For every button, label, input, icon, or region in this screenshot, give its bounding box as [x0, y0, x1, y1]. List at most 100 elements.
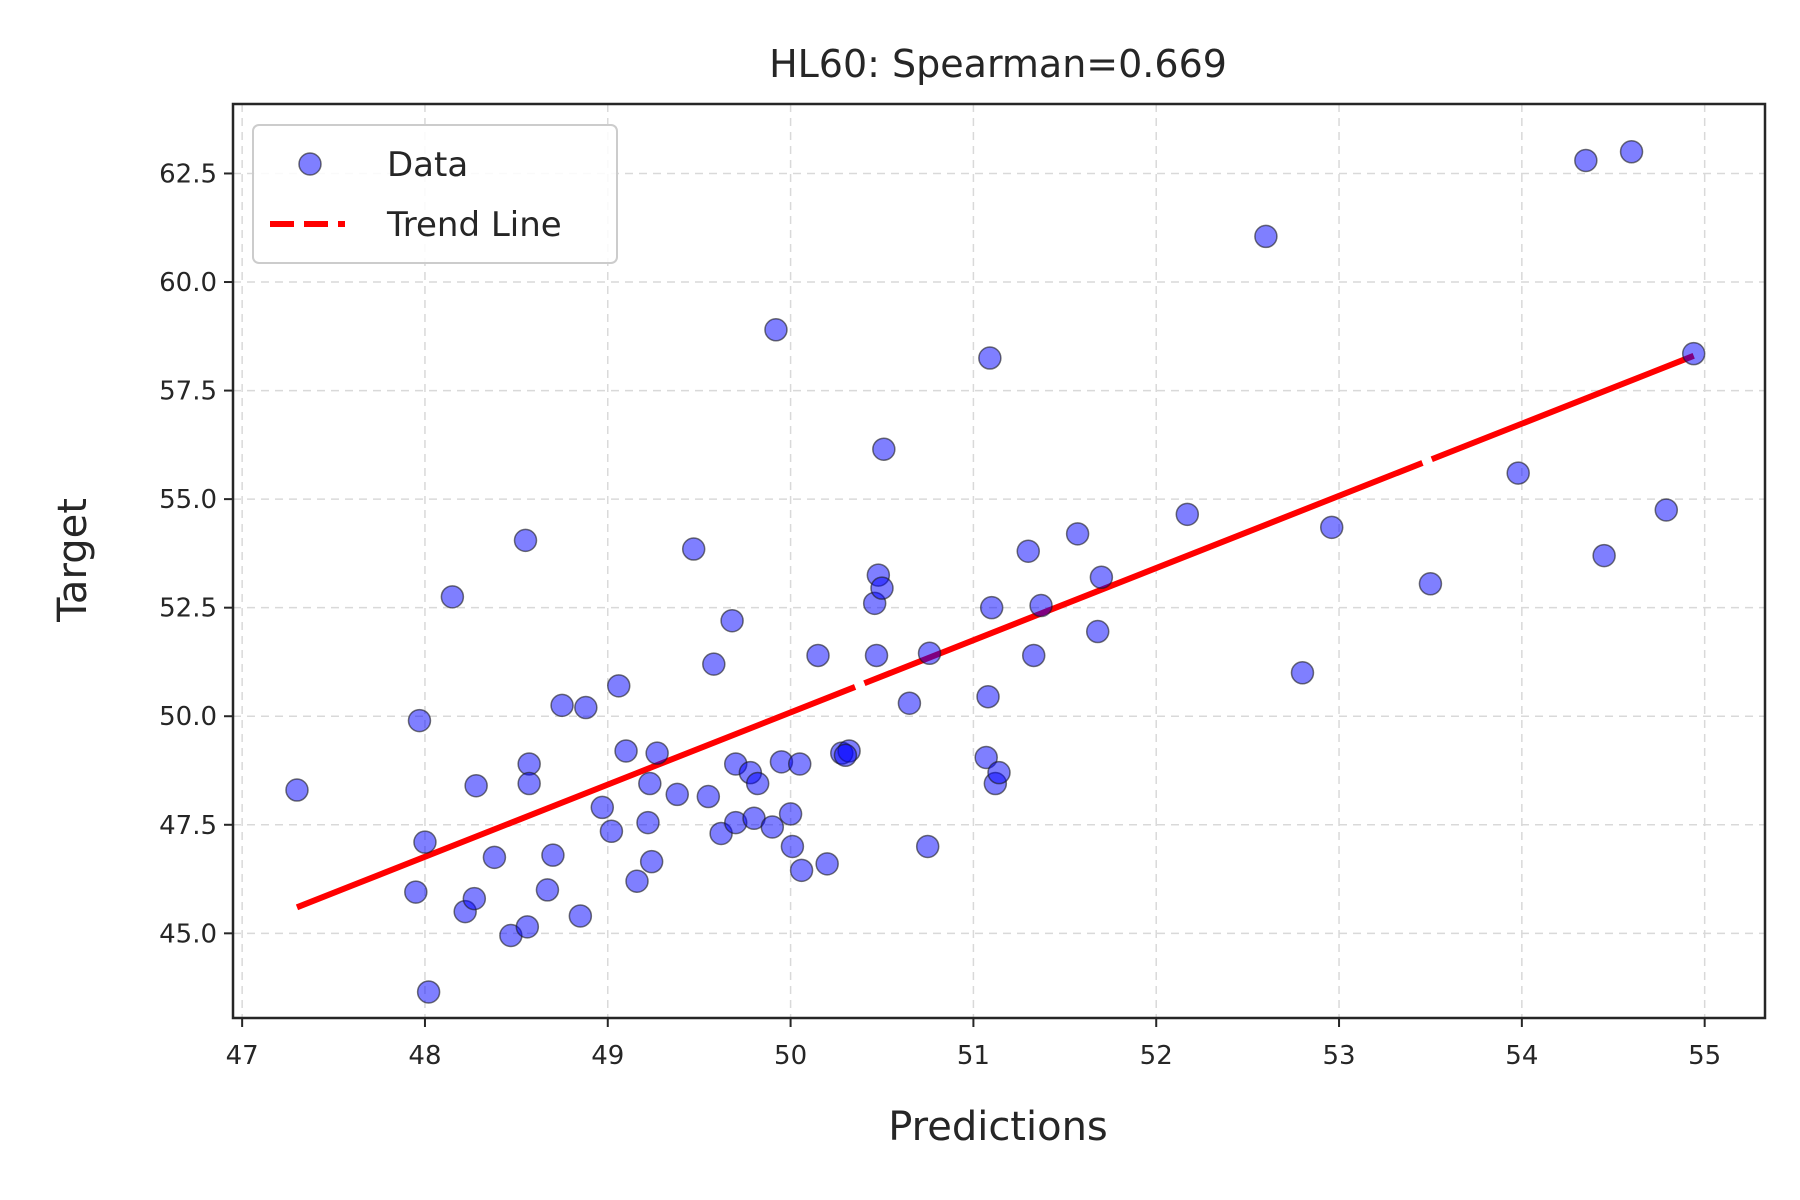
data-point	[590, 795, 615, 820]
grid-lines	[233, 104, 1765, 1018]
data-point	[1254, 224, 1278, 249]
chart-title: HL60: Spearman=0.669	[769, 42, 1227, 86]
data-point	[638, 771, 662, 796]
data-point	[864, 643, 889, 668]
data-point	[917, 641, 942, 666]
data-point	[1065, 522, 1090, 546]
data-point	[517, 771, 541, 796]
data-point	[1681, 341, 1706, 366]
data-point	[760, 815, 785, 839]
data-point	[515, 915, 540, 939]
data-point	[404, 880, 428, 904]
y-axis-ticks: 45.0 47.5 50.0 52.5 55.0 57.5 60.0 62.5	[159, 159, 233, 949]
data-point	[541, 843, 565, 867]
y-tick-label: 52.5	[159, 594, 217, 624]
data-points	[285, 140, 1706, 1004]
data-point	[517, 752, 541, 776]
x-tick-label: 47	[226, 1041, 259, 1071]
data-point	[482, 845, 507, 870]
data-point	[987, 760, 1011, 785]
y-tick-label: 50.0	[159, 702, 217, 732]
data-point	[787, 752, 812, 776]
x-tick-label: 51	[957, 1041, 990, 1071]
data-point	[978, 346, 1002, 370]
data-point	[1592, 543, 1616, 568]
data-point	[915, 834, 940, 859]
data-point	[639, 849, 664, 874]
data-point	[462, 886, 487, 911]
data-point	[976, 684, 1000, 709]
data-point	[599, 819, 624, 844]
data-point	[568, 904, 593, 928]
data-point	[1654, 498, 1679, 522]
y-tick-label: 62.5	[159, 159, 217, 189]
data-point	[535, 878, 560, 902]
x-tick-label: 55	[1688, 1041, 1721, 1071]
trend-line	[295, 353, 1695, 911]
data-point	[285, 778, 309, 802]
data-point	[979, 595, 1004, 620]
data-point	[550, 693, 574, 718]
data-point	[1506, 461, 1530, 485]
data-point	[702, 652, 726, 676]
data-point	[696, 784, 721, 809]
data-point	[413, 830, 437, 854]
data-point	[681, 537, 706, 561]
x-tick-label: 50	[774, 1041, 807, 1071]
data-point	[407, 708, 432, 733]
data-point	[636, 810, 660, 835]
data-point	[897, 691, 922, 715]
plot-frame	[231, 102, 1767, 1020]
y-axis-label: Target	[50, 498, 96, 623]
data-point	[974, 745, 998, 770]
data-point	[833, 743, 858, 768]
y-tick-label: 47.5	[159, 811, 217, 841]
y-tick-label: 55.0	[159, 485, 217, 515]
data-point	[1574, 148, 1598, 173]
trend-line-layer	[295, 353, 1695, 911]
data-point	[778, 802, 803, 826]
data-point	[1085, 619, 1110, 644]
legend-data-marker	[298, 152, 322, 176]
data-point	[1290, 661, 1315, 685]
data-point	[625, 869, 649, 893]
data-point	[416, 980, 441, 1004]
legend-box	[252, 124, 618, 264]
data-point	[440, 585, 465, 609]
data-point	[645, 741, 669, 765]
x-tick-label: 49	[591, 1041, 624, 1071]
data-point	[1175, 502, 1200, 527]
data-point	[614, 739, 638, 763]
data-point	[870, 576, 894, 600]
data-point	[806, 643, 830, 668]
data-point	[1029, 593, 1053, 618]
x-tick-label: 48	[408, 1041, 441, 1071]
data-point	[764, 318, 788, 342]
data-point	[513, 528, 538, 553]
data-point	[665, 782, 689, 807]
x-tick-label: 52	[1140, 1041, 1173, 1071]
data-point	[745, 771, 770, 796]
data-point	[606, 674, 631, 698]
data-point	[1089, 565, 1114, 590]
data-point	[815, 852, 839, 876]
y-tick-label: 45.0	[159, 919, 217, 949]
data-point	[789, 858, 814, 883]
data-point	[1319, 515, 1344, 540]
data-point	[1021, 643, 1046, 668]
legend: Data Trend Line	[252, 124, 618, 264]
legend-label-data: Data	[387, 145, 468, 185]
x-axis-ticks: 47 48 49 50 51 52 53 54 55	[226, 1018, 1721, 1071]
y-tick-label: 60.0	[159, 268, 217, 298]
data-point	[1418, 572, 1443, 596]
data-point	[780, 834, 805, 859]
x-axis-label: Predictions	[888, 1104, 1108, 1150]
x-tick-label: 53	[1322, 1041, 1355, 1071]
data-point	[720, 608, 744, 633]
x-tick-label: 54	[1505, 1041, 1538, 1071]
data-point	[1619, 140, 1644, 164]
legend-label-trend-line: Trend Line	[386, 205, 562, 245]
data-point	[464, 773, 488, 798]
data-point	[872, 437, 896, 461]
